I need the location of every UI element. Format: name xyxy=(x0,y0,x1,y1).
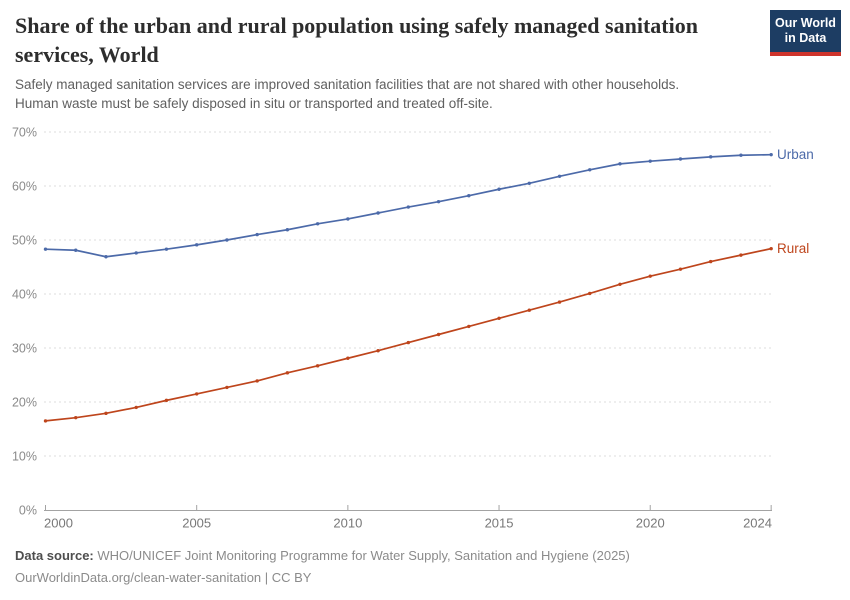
y-axis-label: 60% xyxy=(12,180,37,194)
rural-data-point xyxy=(43,419,48,423)
rural-data-point xyxy=(739,253,743,257)
rural-data-point xyxy=(588,291,592,296)
urban-data-point xyxy=(497,187,501,191)
chart-title: Share of the urban and rural population … xyxy=(15,11,763,69)
chart-subtitle: Safely managed sanitation services are i… xyxy=(15,75,815,113)
rural-data-point xyxy=(346,356,350,360)
rural-data-point xyxy=(557,300,562,304)
urban-data-point xyxy=(346,217,350,221)
chart-title-line: services, World xyxy=(15,42,159,68)
urban-data-point xyxy=(467,194,471,198)
rural-data-point xyxy=(164,398,169,403)
owid-logo-text: Our World xyxy=(775,16,836,30)
rural-data-point xyxy=(194,392,199,396)
rural-data-point xyxy=(497,316,501,320)
urban-data-point xyxy=(708,155,713,159)
owid-logo[interactable]: Our World in Data xyxy=(770,10,841,56)
x-tick-label: 2000 xyxy=(44,516,73,531)
rural-data-point xyxy=(255,379,259,383)
urban-data-point xyxy=(164,247,169,251)
urban-data-point xyxy=(678,157,683,161)
y-axis-label: 40% xyxy=(12,288,37,302)
urban-data-point xyxy=(648,159,652,163)
series-label-rural[interactable]: Rural xyxy=(777,241,809,256)
rural-data-point xyxy=(436,332,441,337)
x-tick-label: 2010 xyxy=(333,516,362,531)
urban-data-point xyxy=(134,251,138,255)
owid-logo-text: in Data xyxy=(784,31,827,46)
urban-data-point xyxy=(74,248,78,252)
y-axis-label: 20% xyxy=(12,396,37,410)
x-tick-label: 2005 xyxy=(182,516,211,531)
urban-data-point xyxy=(436,199,441,204)
urban-data-point xyxy=(255,232,259,237)
data-source-text: WHO/UNICEF Joint Monitoring Programme fo… xyxy=(97,548,630,563)
series-label-urban[interactable]: Urban xyxy=(777,147,814,162)
rural-data-point xyxy=(285,371,290,375)
urban-data-point xyxy=(527,181,531,185)
rural-data-point xyxy=(618,282,622,286)
rural-data-point xyxy=(74,415,78,420)
rural-data-point xyxy=(104,411,108,416)
urban-data-point xyxy=(769,152,773,157)
rural-data-point xyxy=(134,405,138,410)
chart-title-line: Share of the urban and rural population … xyxy=(15,13,698,38)
rural-data-point xyxy=(648,274,652,278)
urban-data-point xyxy=(315,222,320,226)
x-tick-label: 2024 xyxy=(743,516,772,531)
rural-line xyxy=(45,247,772,422)
data-source-label: Data source: xyxy=(15,548,94,563)
urban-data-point xyxy=(406,205,411,209)
rural-data-point xyxy=(376,349,380,353)
y-axis-label: 10% xyxy=(12,450,37,464)
rural-data-point xyxy=(527,308,531,312)
rural-data-point xyxy=(315,364,320,368)
urban-data-point xyxy=(557,174,562,178)
urban-data-point xyxy=(588,168,592,172)
urban-data-point xyxy=(376,211,380,215)
x-tick-label: 2015 xyxy=(485,516,514,531)
rural-data-point xyxy=(678,267,683,271)
urban-data-point xyxy=(43,247,48,251)
rural-data-point xyxy=(406,340,411,345)
y-axis-label: 70% xyxy=(12,126,37,140)
x-tick-label: 2020 xyxy=(636,516,665,531)
rural-data-point xyxy=(708,259,713,264)
chart-subtitle-line: Safely managed sanitation services are i… xyxy=(15,77,680,92)
urban-data-point xyxy=(104,255,108,259)
urban-data-point xyxy=(194,243,199,247)
y-axis-label: 0% xyxy=(19,504,37,518)
urban-data-point xyxy=(739,153,743,157)
urban-data-point xyxy=(618,162,622,166)
license-text: OurWorldinData.org/clean-water-sanitatio… xyxy=(15,569,312,585)
rural-data-point xyxy=(769,246,773,251)
urban-data-point xyxy=(285,228,290,232)
y-axis-label: 50% xyxy=(12,234,37,248)
rural-data-point xyxy=(467,324,471,329)
urban-data-point xyxy=(225,238,229,242)
data-source-line: Data source: WHO/UNICEF Joint Monitoring… xyxy=(15,545,630,567)
rural-data-point xyxy=(225,385,229,390)
chart-footer: Data source: WHO/UNICEF Joint Monitoring… xyxy=(15,545,630,589)
chart-subtitle-line: Human waste must be safely disposed in s… xyxy=(15,96,493,112)
y-axis-label: 30% xyxy=(12,342,37,356)
